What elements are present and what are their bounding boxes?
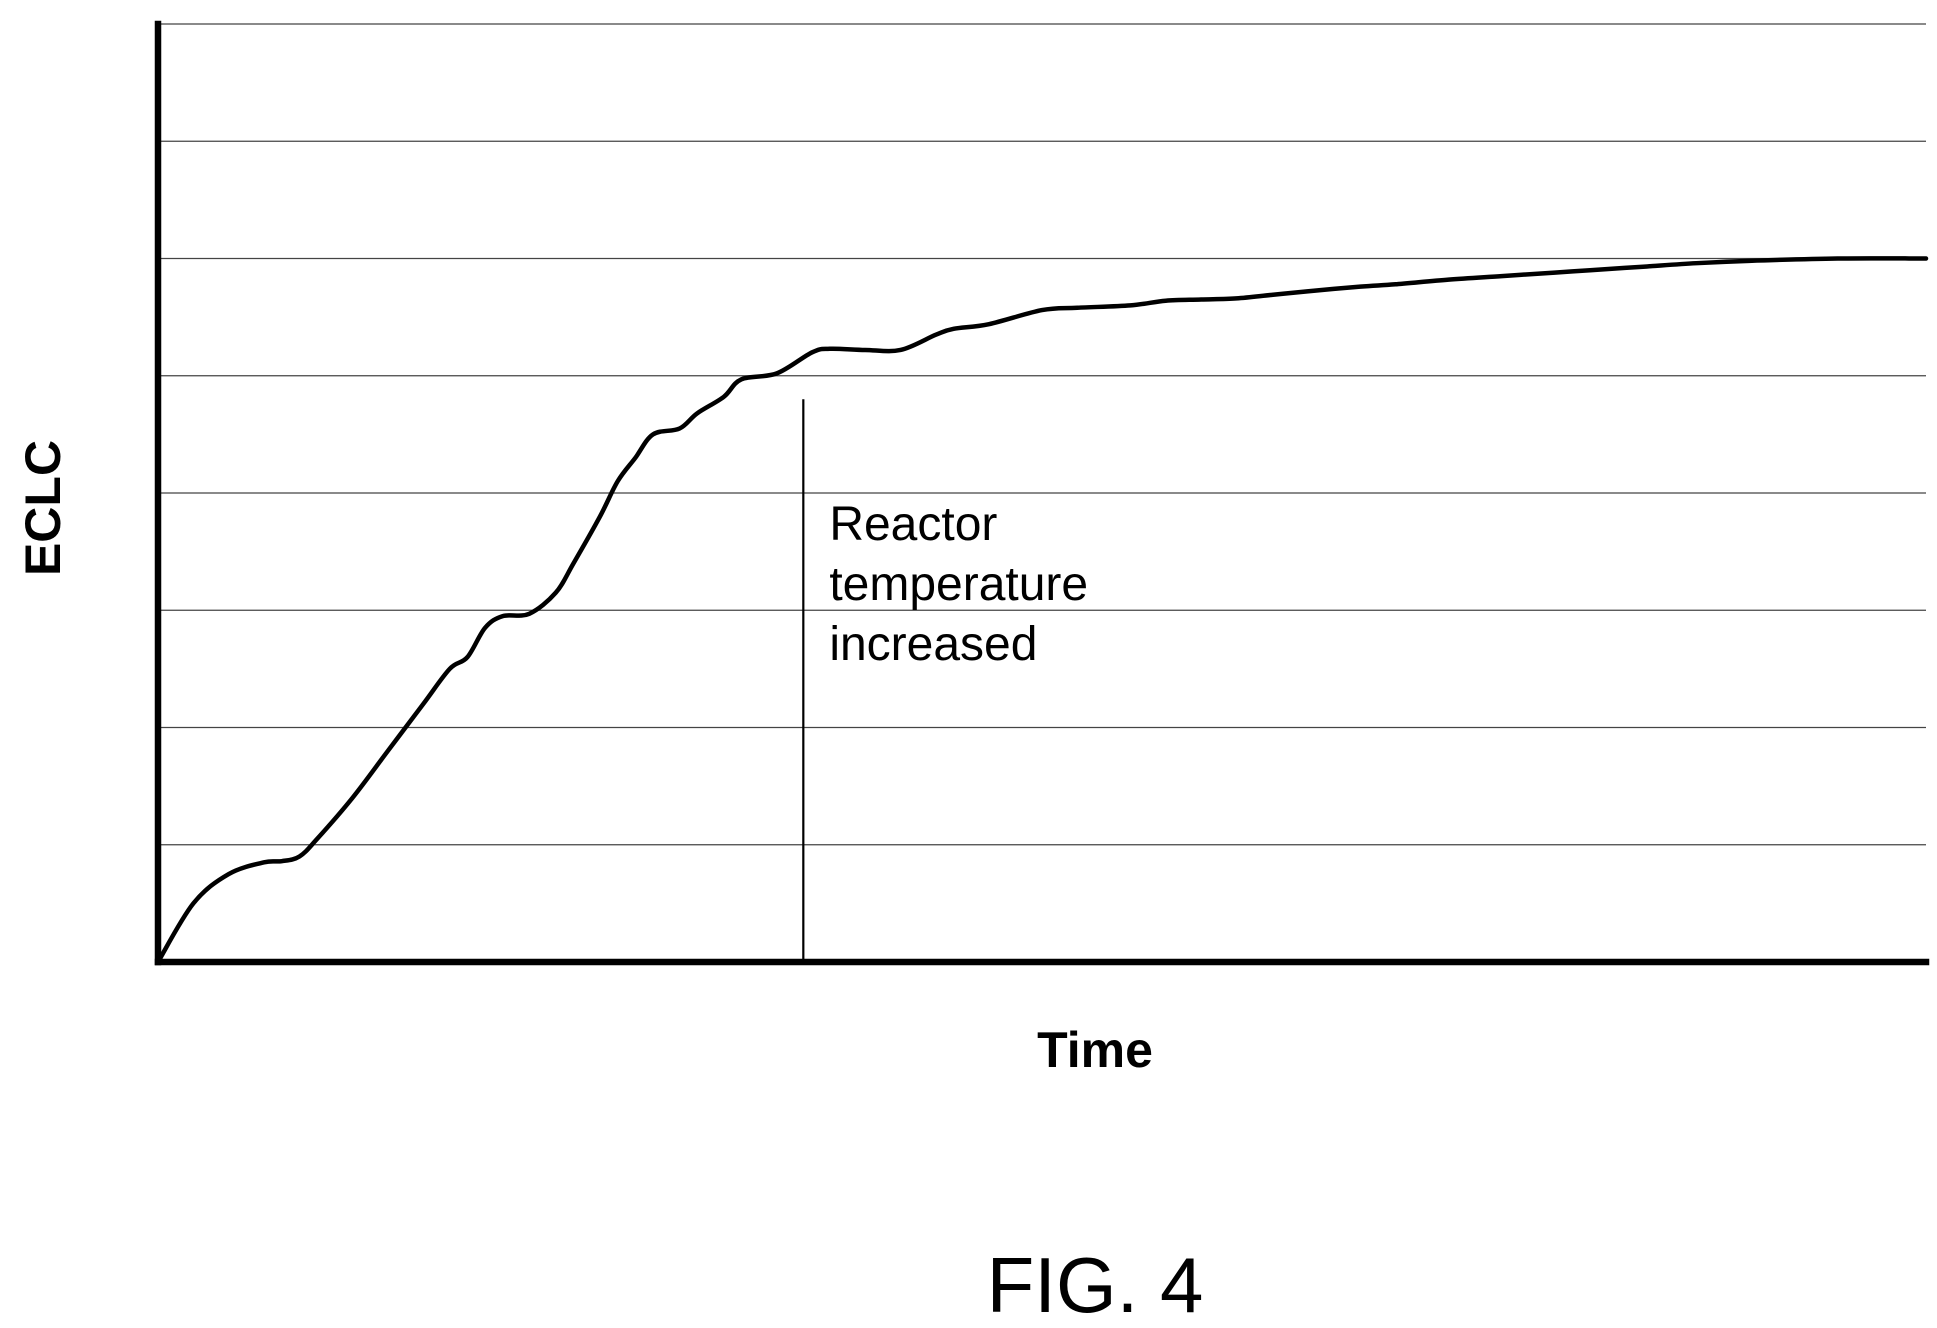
figure-label: FIG. 4	[987, 1241, 1204, 1328]
annotation-group: Reactor temperature increased	[802, 399, 1088, 962]
x-axis-label: Time	[1037, 1022, 1153, 1078]
annotation-text: Reactor temperature increased	[829, 498, 1088, 671]
annotation-text-line: temperature	[829, 558, 1088, 611]
horizontal-gridlines	[158, 23, 1926, 846]
annotation-text-line: increased	[829, 618, 1037, 671]
eclc-series-line	[155, 256, 1929, 965]
annotation-text-line: Reactor	[829, 498, 997, 551]
y-axis-label: ECLC	[15, 440, 71, 576]
